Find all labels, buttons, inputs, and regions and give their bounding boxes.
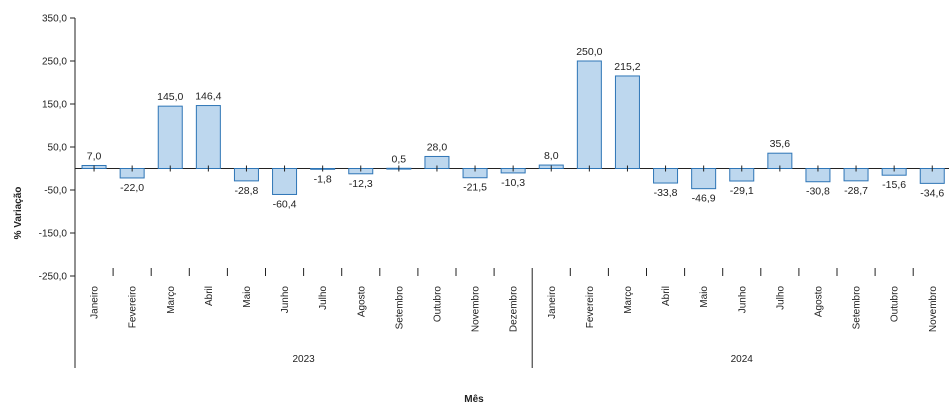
data-label: -28,8 (234, 185, 258, 197)
y-tick-label: 350,0 (42, 14, 67, 25)
data-label: 8,0 (544, 150, 559, 162)
x-tick-label: Julho (318, 286, 329, 310)
y-tick-label: 50,0 (48, 143, 68, 154)
y-tick-label: -250,0 (39, 272, 68, 283)
data-label: -46,9 (692, 193, 716, 205)
bar (691, 168, 717, 190)
x-tick-label: Junho (280, 286, 291, 314)
x-tick-label: Agosto (356, 286, 367, 318)
y-tick-label: 150,0 (42, 100, 67, 111)
bar (614, 75, 640, 169)
data-label: -15,6 (882, 179, 906, 191)
x-tick-label: Maio (242, 286, 253, 308)
x-tick-label: Setembro (394, 286, 405, 330)
data-label: 0,5 (392, 153, 407, 165)
data-label: 146,4 (195, 91, 221, 103)
data-label: -1,8 (314, 173, 332, 185)
data-label: -60,4 (273, 198, 297, 210)
x-tick-label: Setembro (852, 286, 863, 330)
y-axis-title: % Variação (13, 187, 24, 240)
x-tick-label: Março (166, 286, 177, 314)
bar (576, 60, 602, 169)
x-tick-label: Julho (775, 286, 786, 310)
data-label: 35,6 (770, 138, 791, 150)
x-axis-title: Mês (464, 394, 484, 405)
x-tick-label: Fevereiro (128, 286, 139, 329)
bar (272, 168, 298, 195)
data-label: -21,5 (463, 182, 487, 194)
bar (157, 105, 183, 169)
data-label: 7,0 (87, 150, 102, 162)
x-tick-label: Janeiro (90, 286, 101, 319)
data-label: -22,0 (120, 182, 144, 194)
x-tick-label: Outubro (432, 286, 443, 323)
x-tick-label: Novembro (928, 286, 939, 333)
x-tick-label: Abril (661, 286, 672, 306)
y-tick-label: 250,0 (42, 57, 67, 68)
data-label: 145,0 (157, 91, 183, 103)
group-label: 2024 (731, 354, 754, 365)
x-tick-label: Junho (737, 286, 748, 314)
x-axis: Janeiro Fevereiro Março Abril Maio Junho Julho… (74, 268, 939, 368)
y-tick-label: -150,0 (39, 229, 68, 240)
y-axis: 350,0 250,0 150,0 50,0 -50,0 -150,0 -250,0 (39, 14, 76, 283)
x-tick-label: Dezembro (509, 286, 520, 333)
x-tick-label: Março (623, 286, 634, 314)
x-tick-label: Fevereiro (585, 286, 596, 329)
data-label: -12,3 (349, 178, 373, 190)
data-label: -34,6 (920, 187, 944, 199)
x-tick-label: Maio (699, 286, 710, 308)
bars: 7,0 -22,0 145,0 146,4 -28,8 -60,4 -1,8 -12,3 0,5… (75, 46, 949, 210)
data-label: 250,0 (576, 46, 602, 58)
data-label: -30,8 (806, 186, 830, 198)
data-label: -10,3 (501, 177, 525, 189)
x-tick-label: Abril (204, 286, 215, 306)
y-tick-label: -50,0 (44, 186, 67, 197)
group-label: 2023 (292, 354, 315, 365)
data-label: -29,1 (730, 185, 754, 197)
data-label: 215,2 (614, 61, 640, 73)
data-label: -28,7 (844, 185, 868, 197)
bar (195, 105, 221, 169)
x-tick-label: Agosto (813, 286, 824, 318)
data-label: 28,0 (427, 141, 448, 153)
x-tick-label: Outubro (890, 286, 901, 323)
x-tick-label: Novembro (471, 286, 482, 333)
data-label: -33,8 (654, 187, 678, 199)
x-tick-label: Janeiro (547, 286, 558, 319)
